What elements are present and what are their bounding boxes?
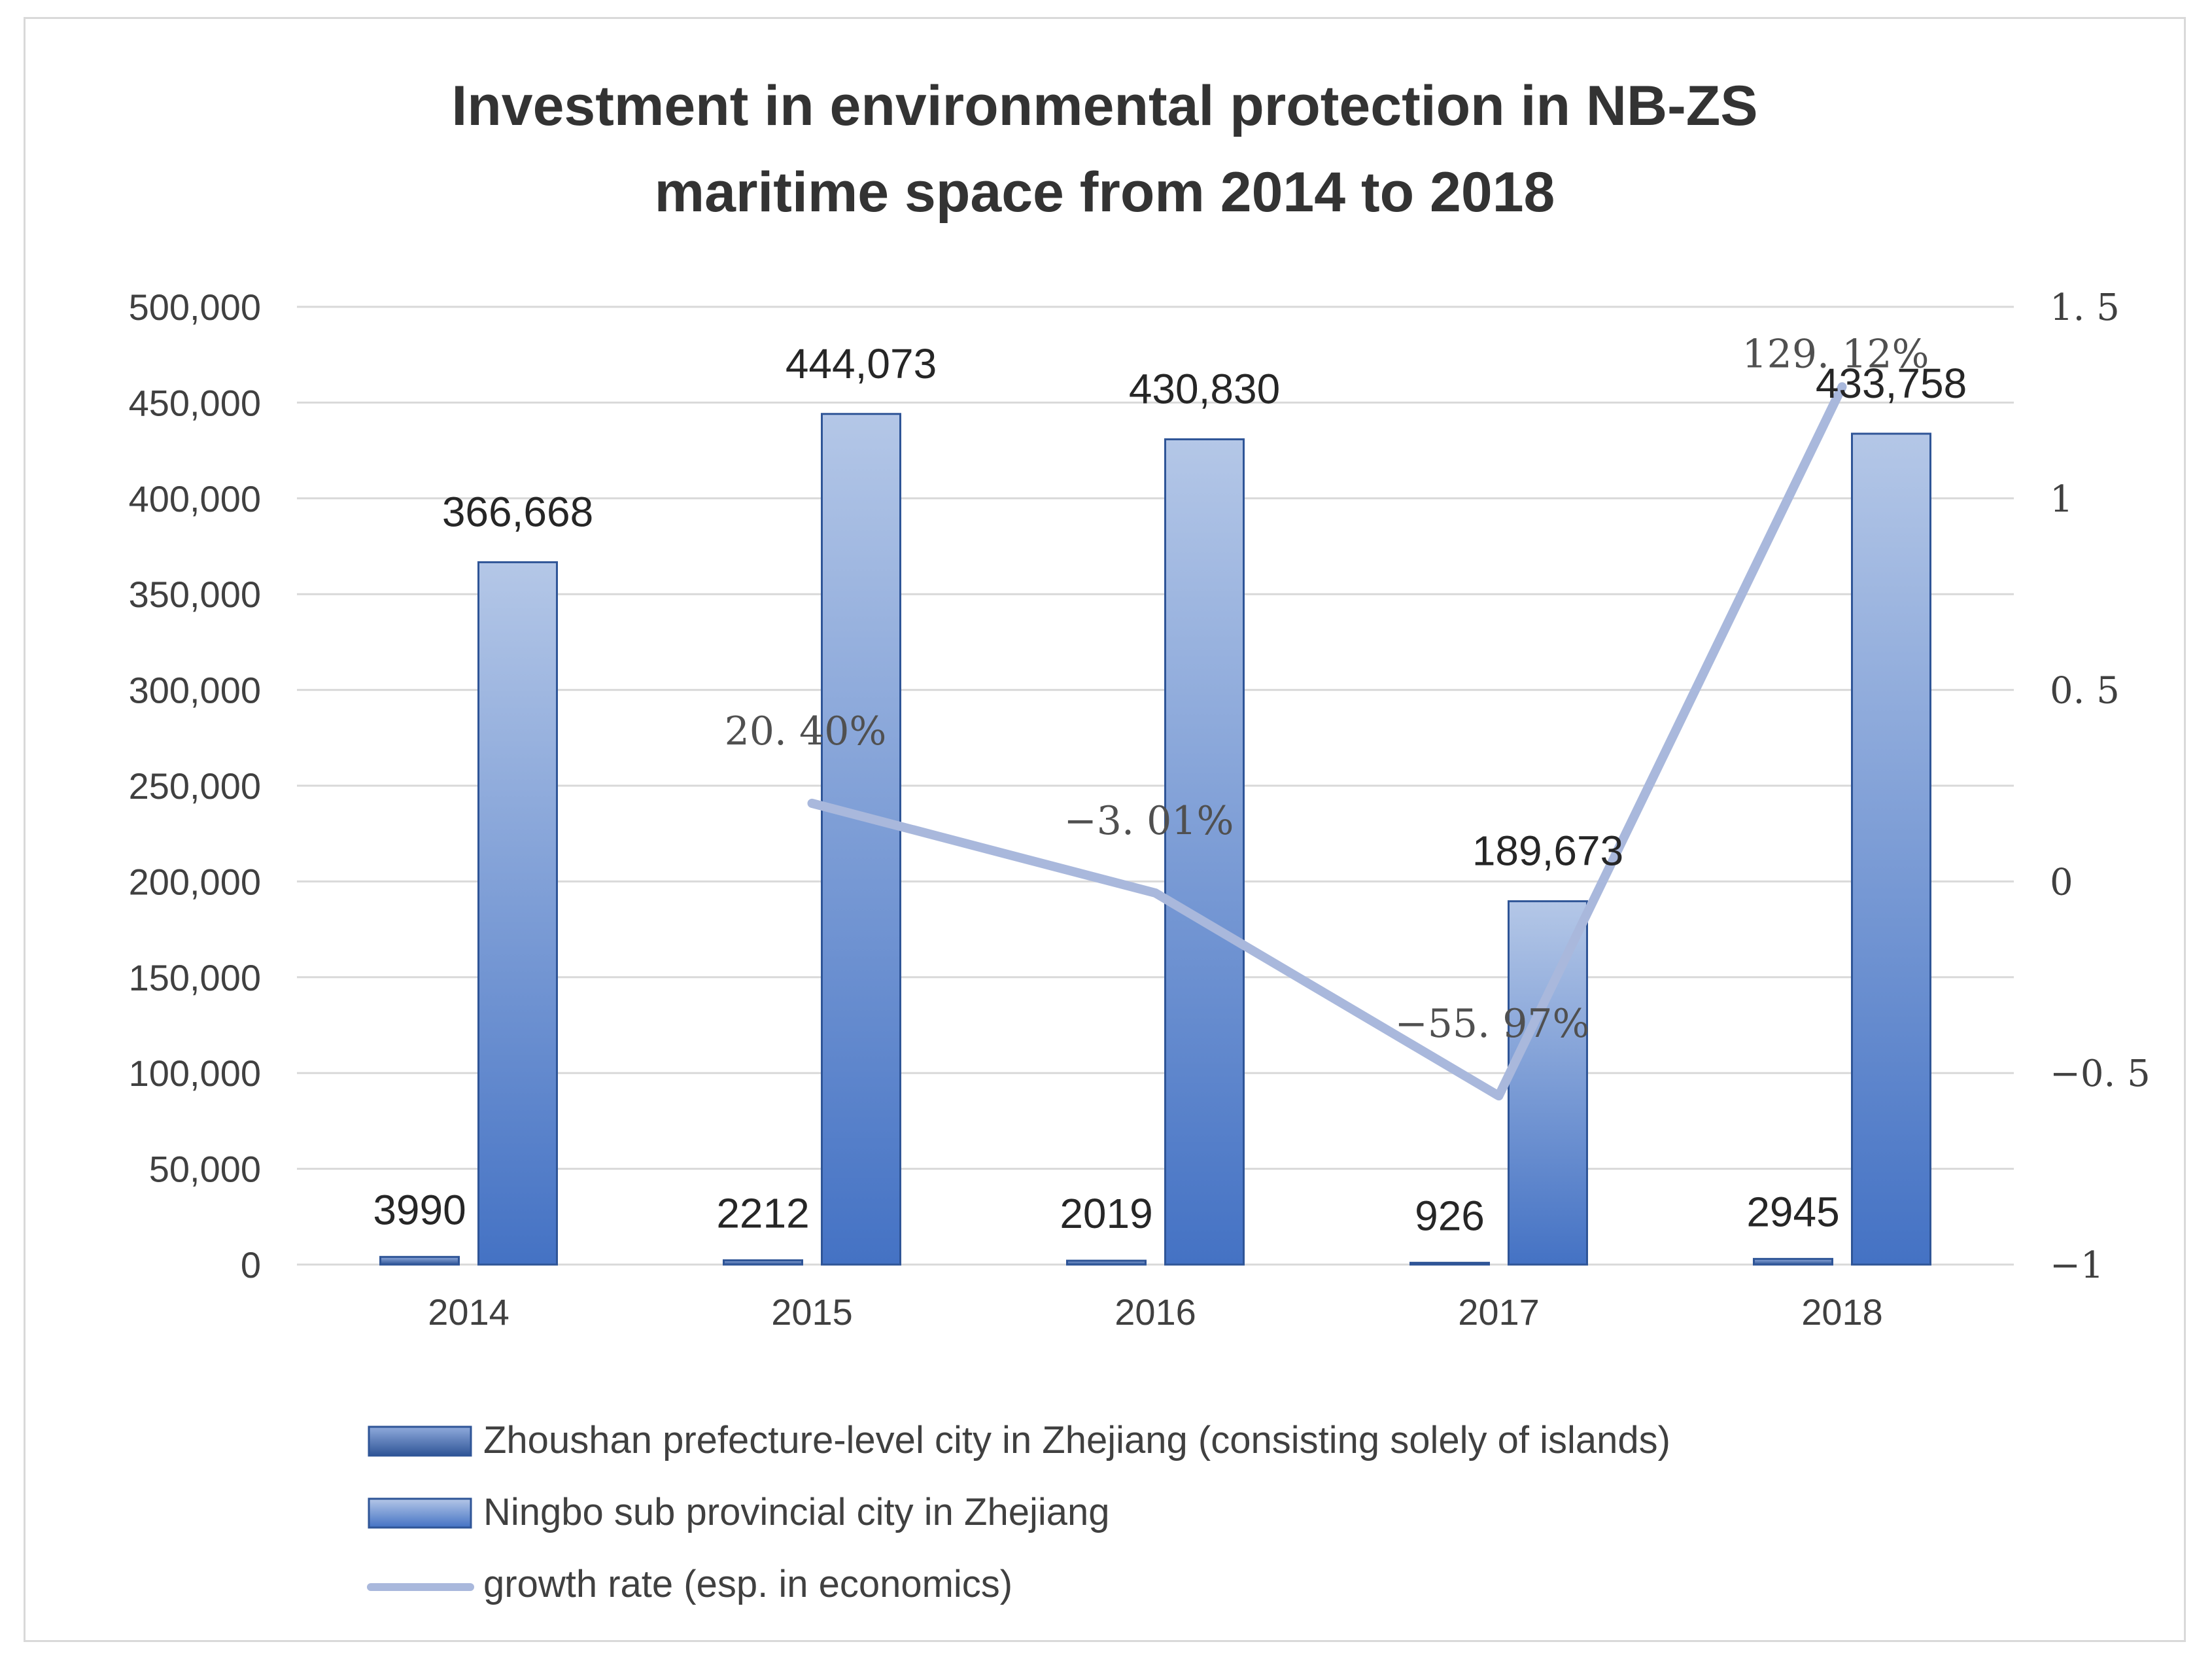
- growth-rate-label: 20. 40%: [725, 708, 887, 754]
- growth-rate-line: [807, 382, 1847, 1101]
- legend-label-zhoushan: Zhoushan prefecture-level city in Zhejia…: [483, 1419, 1670, 1461]
- bar-zhoushan: [379, 1255, 460, 1266]
- growth-rate-point: [1838, 383, 1846, 391]
- bar-ningbo: [1508, 900, 1588, 1266]
- growth-rate-point: [808, 799, 816, 807]
- y-right-tick-label: 1: [2050, 478, 2073, 521]
- bar-ningbo: [477, 561, 558, 1266]
- y-right-tick-label: −1: [2050, 1244, 2104, 1287]
- data-label-ningbo: 366,668: [442, 488, 593, 535]
- bar-zhoushan: [1066, 1259, 1147, 1266]
- data-label-ningbo: 444,073: [786, 340, 937, 387]
- growth-line: [807, 382, 1847, 1101]
- y-left-tick-label: 50,000: [149, 1149, 261, 1190]
- legend: Zhoushan prefecture-level city in Zhejia…: [367, 1419, 1670, 1605]
- x-tick-label: 2015: [771, 1291, 853, 1333]
- legend-swatch-ningbo: [368, 1497, 472, 1529]
- y-right-tick-label: −0. 5: [2050, 1053, 2151, 1095]
- legend-swatch-zhoushan: [368, 1425, 472, 1457]
- y-left-tick-label: 200,000: [129, 861, 261, 902]
- data-label-zhoushan: 2212: [716, 1190, 809, 1237]
- x-axis-ticks: 2014 2015 2016 2017 2018: [428, 1291, 1883, 1333]
- x-tick-label: 2014: [428, 1291, 510, 1333]
- left-axis-ticks: 0 50,000 100,000 150,000 200,000 250,000 300,0…: [129, 287, 261, 1285]
- chart-title-line-1: Investment in environmental protection i…: [451, 75, 1757, 137]
- y-right-tick-label: 1. 5: [2050, 287, 2120, 329]
- data-label-zhoushan: 3990: [373, 1186, 466, 1233]
- chart-frame: Investment in environmental protection i…: [24, 17, 2186, 1642]
- bars: [379, 413, 1931, 1266]
- chart: Investment in environmental protection i…: [129, 75, 2151, 1605]
- x-tick-label: 2016: [1115, 1291, 1196, 1333]
- x-tick-label: 2018: [1801, 1291, 1883, 1333]
- growth-rate-label: −3. 01%: [1064, 798, 1234, 844]
- data-label-zhoushan: 2019: [1060, 1190, 1152, 1237]
- y-left-tick-label: 500,000: [129, 287, 261, 328]
- bar-ningbo: [1851, 432, 1931, 1266]
- data-label-ningbo: 433,758: [1816, 360, 1967, 407]
- y-left-tick-label: 350,000: [129, 574, 261, 615]
- legend-label-ningbo: Ningbo sub provincial city in Zhejiang: [483, 1491, 1110, 1533]
- y-left-tick-label: 150,000: [129, 957, 261, 998]
- data-label-zhoushan: 926: [1415, 1192, 1485, 1239]
- chart-title-line-2: maritime space from 2014 to 2018: [655, 161, 1555, 224]
- y-left-tick-label: 400,000: [129, 478, 261, 519]
- data-label-ningbo: 189,673: [1472, 828, 1623, 875]
- y-right-tick-label: 0: [2050, 861, 2073, 903]
- bar-zhoushan: [1409, 1261, 1490, 1266]
- y-left-tick-label: 0: [241, 1244, 261, 1285]
- bar-zhoushan: [1753, 1257, 1833, 1266]
- bar-ningbo: [821, 413, 901, 1266]
- y-left-tick-label: 450,000: [129, 382, 261, 423]
- data-labels: 3990 366,668 2212 444,073 2019 430,830 926 189,…: [373, 331, 1967, 1239]
- x-tick-label: 2017: [1458, 1291, 1540, 1333]
- data-label-ningbo: 430,830: [1129, 366, 1280, 413]
- right-axis-ticks: −1 −0. 5 0 0. 5 1 1. 5: [2050, 287, 2151, 1287]
- legend-label-growth-rate: growth rate (esp. in economics): [483, 1563, 1012, 1605]
- data-label-zhoushan: 2945: [1746, 1188, 1839, 1235]
- growth-rate-point: [1495, 1092, 1503, 1100]
- y-left-tick-label: 100,000: [129, 1053, 261, 1094]
- y-left-tick-label: 250,000: [129, 765, 261, 807]
- growth-rate-label: 129. 12%: [1742, 331, 1929, 377]
- growth-rate-label: −55. 97%: [1394, 1001, 1589, 1047]
- growth-rate-point: [1151, 889, 1160, 898]
- bar-ningbo: [1164, 438, 1245, 1266]
- y-right-tick-label: 0. 5: [2050, 670, 2120, 712]
- y-left-tick-label: 300,000: [129, 670, 261, 711]
- gridlines: [297, 306, 2014, 1266]
- bar-zhoushan: [723, 1259, 803, 1266]
